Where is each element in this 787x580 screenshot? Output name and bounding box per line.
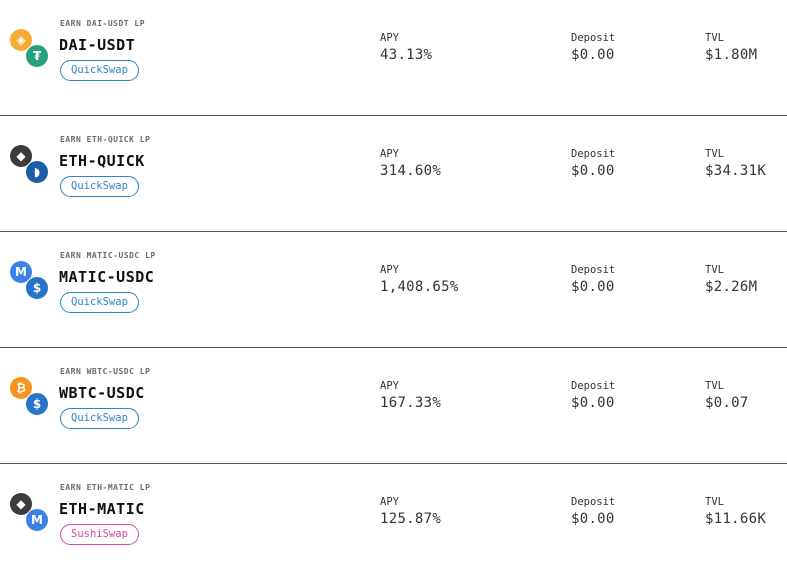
tvl-label: TVL bbox=[705, 496, 724, 508]
tvl-value: $34.31K bbox=[705, 163, 767, 179]
deposit-value: $0.00 bbox=[571, 511, 615, 527]
deposit-label: Deposit bbox=[571, 264, 616, 276]
eth-icon: ◆ bbox=[10, 145, 32, 167]
tvl-label: TVL bbox=[705, 148, 724, 160]
pool-pair-name: DAI-USDT bbox=[59, 36, 136, 54]
dai-icon: ◈ bbox=[10, 29, 32, 51]
token-pair-icons: ◆ ◗ bbox=[10, 145, 52, 189]
deposit-label: Deposit bbox=[571, 32, 616, 44]
apy-label: APY bbox=[380, 264, 399, 276]
matic-icon: M bbox=[10, 261, 32, 283]
dex-badge[interactable]: QuickSwap bbox=[60, 292, 139, 313]
earn-caption: EARN ETH-MATIC LP bbox=[60, 483, 151, 492]
apy-value: 43.13% bbox=[380, 47, 433, 63]
quick-icon: ◗ bbox=[25, 160, 49, 184]
deposit-value: $0.00 bbox=[571, 279, 615, 295]
apy-label: APY bbox=[380, 32, 399, 44]
tvl-label: TVL bbox=[705, 32, 724, 44]
eth-icon: ◆ bbox=[10, 493, 32, 515]
tvl-value: $2.26M bbox=[705, 279, 758, 295]
pool-row[interactable]: ₿ $ EARN WBTC-USDC LP WBTC-USDC QuickSwa… bbox=[0, 348, 787, 464]
farm-pool-list: ◈ ₮ EARN DAI-USDT LP DAI-USDT QuickSwap … bbox=[0, 0, 787, 545]
dex-badge[interactable]: SushiSwap bbox=[60, 524, 139, 545]
earn-caption: EARN MATIC-USDC LP bbox=[60, 251, 156, 260]
deposit-label: Deposit bbox=[571, 148, 616, 160]
usdc-icon: $ bbox=[25, 392, 49, 416]
tvl-value: $0.07 bbox=[705, 395, 749, 411]
earn-caption: EARN WBTC-USDC LP bbox=[60, 367, 151, 376]
apy-value: 1,408.65% bbox=[380, 279, 459, 295]
pool-pair-name: ETH-MATIC bbox=[59, 500, 145, 518]
matic-icon: M bbox=[25, 508, 49, 532]
earn-caption: EARN ETH-QUICK LP bbox=[60, 135, 151, 144]
token-pair-icons: M $ bbox=[10, 261, 52, 305]
apy-label: APY bbox=[380, 148, 399, 160]
deposit-label: Deposit bbox=[571, 380, 616, 392]
dex-badge[interactable]: QuickSwap bbox=[60, 408, 139, 429]
deposit-label: Deposit bbox=[571, 496, 616, 508]
apy-label: APY bbox=[380, 496, 399, 508]
tvl-value: $11.66K bbox=[705, 511, 767, 527]
apy-label: APY bbox=[380, 380, 399, 392]
token-pair-icons: ◈ ₮ bbox=[10, 29, 52, 73]
pool-pair-name: ETH-QUICK bbox=[59, 152, 145, 170]
tvl-label: TVL bbox=[705, 380, 724, 392]
pool-row[interactable]: ◆ M EARN ETH-MATIC LP ETH-MATIC SushiSwa… bbox=[0, 464, 787, 580]
wbtc-icon: ₿ bbox=[10, 377, 32, 399]
token-pair-icons: ◆ M bbox=[10, 493, 52, 537]
dex-badge[interactable]: QuickSwap bbox=[60, 176, 139, 197]
earn-caption: EARN DAI-USDT LP bbox=[60, 19, 146, 28]
pool-row[interactable]: ◆ ◗ EARN ETH-QUICK LP ETH-QUICK QuickSwa… bbox=[0, 116, 787, 232]
usdt-icon: ₮ bbox=[25, 44, 49, 68]
apy-value: 167.33% bbox=[380, 395, 442, 411]
deposit-value: $0.00 bbox=[571, 395, 615, 411]
token-pair-icons: ₿ $ bbox=[10, 377, 52, 421]
dex-badge[interactable]: QuickSwap bbox=[60, 60, 139, 81]
tvl-label: TVL bbox=[705, 264, 724, 276]
pool-pair-name: MATIC-USDC bbox=[59, 268, 155, 286]
tvl-value: $1.80M bbox=[705, 47, 758, 63]
deposit-value: $0.00 bbox=[571, 163, 615, 179]
apy-value: 125.87% bbox=[380, 511, 442, 527]
pool-pair-name: WBTC-USDC bbox=[59, 384, 145, 402]
pool-row[interactable]: M $ EARN MATIC-USDC LP MATIC-USDC QuickS… bbox=[0, 232, 787, 348]
deposit-value: $0.00 bbox=[571, 47, 615, 63]
usdc-icon: $ bbox=[25, 276, 49, 300]
apy-value: 314.60% bbox=[380, 163, 442, 179]
pool-row[interactable]: ◈ ₮ EARN DAI-USDT LP DAI-USDT QuickSwap … bbox=[0, 0, 787, 116]
